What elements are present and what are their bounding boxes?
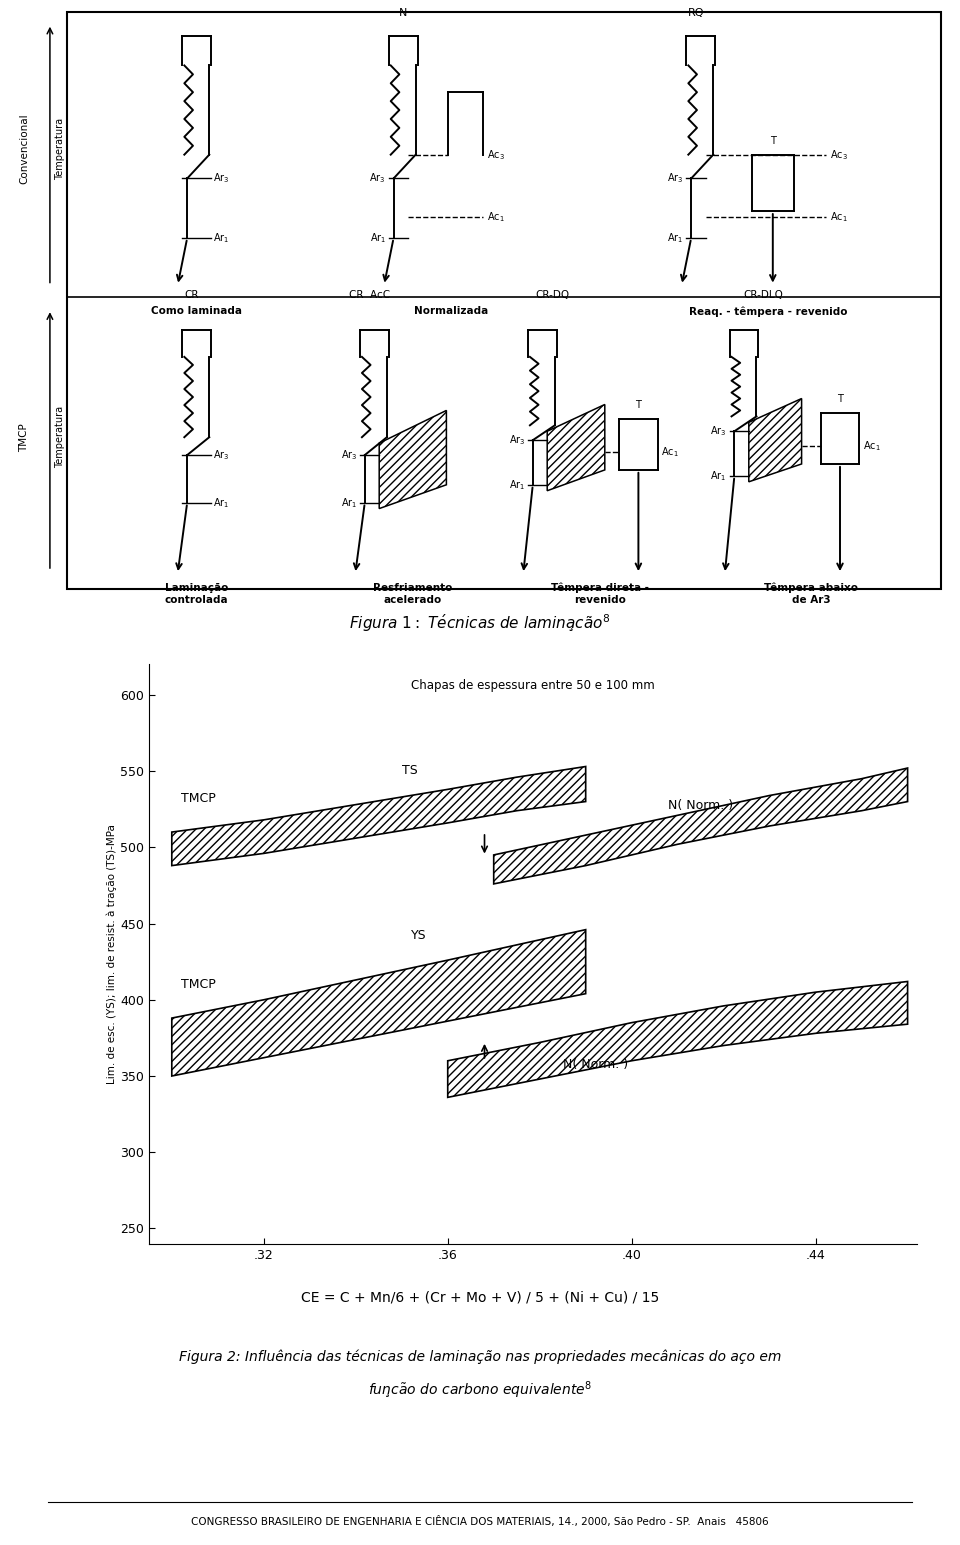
Text: Resfriamento
acelerado: Resfriamento acelerado (373, 582, 452, 604)
Text: CONGRESSO BRASILEIRO DE ENGENHARIA E CIÊNCIA DOS MATERIAIS, 14., 2000, São Pedro: CONGRESSO BRASILEIRO DE ENGENHARIA E CIÊ… (191, 1516, 769, 1528)
Text: T: T (770, 136, 776, 145)
Text: Ar$_1$: Ar$_1$ (710, 470, 727, 482)
Text: CR-DQ: CR-DQ (535, 290, 569, 300)
Text: Ar$_1$: Ar$_1$ (370, 232, 386, 244)
Text: TMCP: TMCP (181, 978, 216, 990)
Text: Ar$_1$: Ar$_1$ (509, 477, 525, 491)
Text: TMCP: TMCP (19, 423, 29, 451)
Text: Ar$_1$: Ar$_1$ (341, 496, 357, 510)
Text: Como laminada: Como laminada (152, 306, 242, 317)
Polygon shape (447, 981, 907, 1097)
Text: YS: YS (411, 929, 426, 942)
Polygon shape (493, 768, 907, 884)
Text: Ar$_3$: Ar$_3$ (341, 448, 357, 462)
Text: Ar$_1$: Ar$_1$ (667, 232, 684, 244)
Polygon shape (547, 405, 605, 491)
Text: Ar$_3$: Ar$_3$ (213, 448, 229, 462)
Text: N( Norm. ): N( Norm. ) (668, 799, 733, 813)
Text: Chapas de espessura entre 50 e 100 mm: Chapas de espessura entre 50 e 100 mm (411, 678, 655, 692)
Text: Ar$_3$: Ar$_3$ (667, 171, 684, 185)
Polygon shape (379, 411, 446, 508)
Text: Convencional: Convencional (19, 113, 29, 184)
Text: N: N (399, 8, 407, 19)
Polygon shape (172, 766, 586, 865)
Text: $\mathit{Figura\ 1:\ T\acute{e}cnicas\ de\ lamina\c{c}\tilde{a}o}^8$: $\mathit{Figura\ 1:\ T\acute{e}cnicas\ d… (349, 612, 611, 635)
Text: CR  AcC: CR AcC (349, 290, 390, 300)
Text: TS: TS (401, 765, 418, 777)
Text: Temperatura: Temperatura (56, 406, 65, 468)
Text: Ac$_3$: Ac$_3$ (487, 148, 505, 162)
Text: RQ: RQ (687, 8, 705, 19)
Text: Figura 2: Influência das técnicas de laminação nas propriedades mecânicas do aço: Figura 2: Influência das técnicas de lam… (179, 1349, 781, 1364)
Text: CR: CR (184, 290, 200, 300)
Text: Temperatura: Temperatura (56, 117, 65, 179)
Text: CE = C + Mn/6 + (Cr + Mo + V) / 5 + (Ni + Cu) / 15: CE = C + Mn/6 + (Cr + Mo + V) / 5 + (Ni … (300, 1290, 660, 1306)
Text: Ac$_1$: Ac$_1$ (487, 210, 504, 224)
Polygon shape (172, 930, 586, 1075)
Text: CR-DLQ: CR-DLQ (743, 290, 783, 300)
Text: Ac$_3$: Ac$_3$ (830, 148, 849, 162)
Text: Ac$_1$: Ac$_1$ (661, 445, 679, 459)
Text: Ar$_3$: Ar$_3$ (710, 425, 727, 439)
Text: Ac$_1$: Ac$_1$ (863, 439, 880, 453)
Y-axis label: Lim. de esc. (YS); lim. de resist. à tração (TS)-MPa: Lim. de esc. (YS); lim. de resist. à tra… (107, 823, 117, 1085)
Text: Laminação
controlada: Laminação controlada (165, 582, 228, 604)
Polygon shape (749, 399, 802, 482)
Text: T: T (636, 400, 641, 411)
Text: Ar$_3$: Ar$_3$ (370, 171, 386, 185)
Text: Reaq. - têmpera - revenido: Reaq. - têmpera - revenido (688, 306, 848, 317)
Text: T: T (837, 394, 843, 405)
Text: Têmpera abaixo
de Ar3: Têmpera abaixo de Ar3 (764, 582, 858, 606)
Text: Ac$_1$: Ac$_1$ (830, 210, 848, 224)
Text: Ar$_1$: Ar$_1$ (213, 496, 229, 510)
Text: Ar$_1$: Ar$_1$ (213, 232, 229, 244)
Text: Ar$_3$: Ar$_3$ (213, 171, 229, 185)
Text: N( Norm. ): N( Norm. ) (563, 1058, 628, 1071)
Text: Têmpera direta -
revenido: Têmpera direta - revenido (551, 582, 649, 606)
Text: TMCP: TMCP (181, 791, 216, 805)
Text: $\mathit{fun\c{c}\tilde{a}o\ do\ carbono\ equivalente}^8$: $\mathit{fun\c{c}\tilde{a}o\ do\ carbono… (368, 1380, 592, 1401)
Text: Normalizada: Normalizada (414, 306, 489, 317)
Text: Ar$_3$: Ar$_3$ (509, 433, 525, 447)
